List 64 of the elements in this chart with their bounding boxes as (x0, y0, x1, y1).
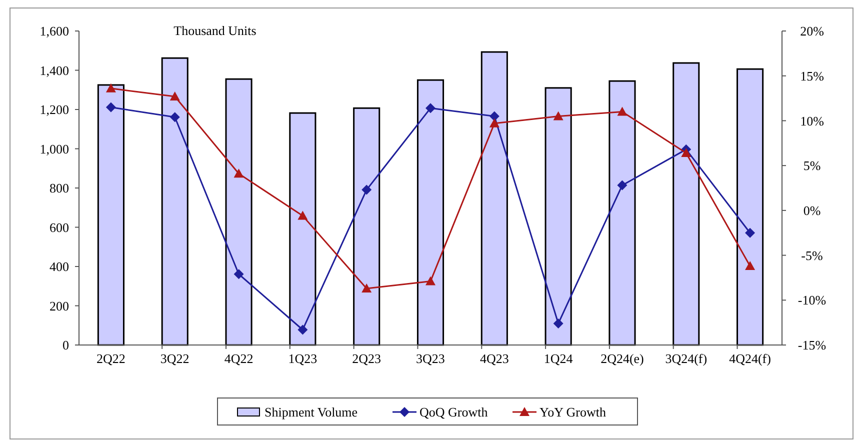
y-tick-label: 200 (50, 298, 69, 314)
point (489, 111, 500, 122)
x-tick-label: 3Q22 (160, 351, 190, 366)
bar (608, 80, 636, 346)
x-tick-label: 1Q24 (544, 351, 574, 366)
y2-tick-label: -10% (798, 292, 826, 308)
y-tick-label: 1,600 (40, 24, 69, 39)
point (234, 269, 244, 280)
point (362, 184, 372, 195)
bar (289, 112, 316, 346)
bar (736, 68, 764, 346)
y-tick-label: 600 (50, 220, 69, 235)
point (745, 228, 756, 238)
y2-tick-label: -15% (798, 338, 826, 353)
y2-tick-label: -5% (801, 248, 823, 263)
point (170, 112, 180, 122)
bar (672, 62, 700, 346)
point (426, 276, 436, 286)
y-tick-label: 0 (62, 338, 69, 353)
point (362, 283, 372, 292)
y-tick-label: 1,400 (40, 62, 69, 78)
legend-label: YoY Growth (540, 404, 606, 420)
y-tick-label: 1,200 (40, 102, 69, 118)
point (745, 261, 756, 270)
y2-tick-label: 10% (800, 113, 824, 128)
y2-tick-label: 20% (800, 24, 824, 39)
x-tick-label: 2Q24(e) (600, 351, 644, 366)
point (617, 106, 628, 116)
bar (416, 79, 444, 346)
point (234, 168, 244, 178)
bar (225, 78, 252, 346)
x-tick-label: 2Q22 (96, 351, 126, 366)
point (426, 103, 436, 114)
y2-tick-label: 0% (803, 202, 821, 218)
y-tick-label: 400 (50, 259, 69, 274)
point (106, 102, 116, 112)
point (170, 91, 180, 100)
point (298, 210, 308, 220)
point (553, 111, 564, 120)
y-axis-title: Thousand Units (174, 23, 256, 38)
y2-tick-label: 5% (803, 158, 821, 174)
bar (544, 87, 572, 346)
point (681, 148, 692, 158)
legend-label: QoQ Growth (420, 404, 488, 420)
x-tick-label: 4Q24(f) (729, 351, 771, 366)
x-tick-label: 4Q22 (224, 351, 254, 366)
y-tick-label: 1,000 (40, 141, 69, 156)
x-tick-label: 2Q23 (352, 351, 382, 366)
x-tick-label: 3Q24(f) (665, 351, 708, 366)
y2-tick-label: 15% (800, 68, 824, 84)
x-tick-label: 1Q23 (288, 351, 318, 366)
bar (480, 51, 508, 346)
x-tick-label: 3Q23 (416, 351, 445, 366)
x-tick-label: 4Q23 (480, 351, 509, 366)
point (489, 118, 500, 128)
y-tick-label: 800 (50, 180, 69, 196)
point (106, 83, 116, 92)
bar (353, 107, 380, 346)
point (553, 318, 564, 328)
point (617, 180, 628, 190)
bar (97, 84, 124, 346)
point (298, 324, 308, 335)
bar (161, 57, 188, 346)
legend-label: Shipment Volume (264, 404, 358, 420)
